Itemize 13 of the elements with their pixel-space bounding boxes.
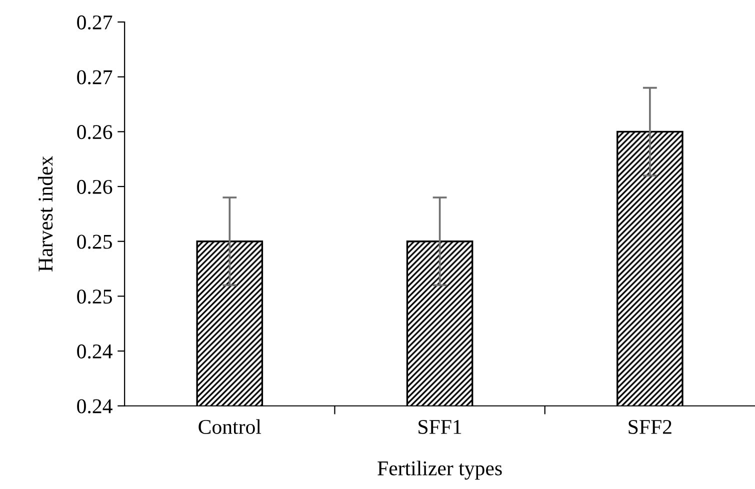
y-tick-label: 0.25: [77, 234, 112, 249]
x-axis-title: Fertilizer types: [378, 460, 502, 480]
y-tick-label: 0.26: [77, 125, 112, 140]
y-tick-label: 0.24: [77, 344, 112, 359]
y-tick-label: 0.25: [77, 290, 112, 304]
y-tick-label: 0.27: [77, 15, 112, 30]
y-tick-label: 0.24: [77, 399, 112, 414]
x-tick-label: Control: [198, 419, 262, 434]
y-tick-label: 0.27: [77, 70, 112, 84]
y-axis-title: Harvest index: [38, 156, 53, 272]
x-tick-label: SFF1: [418, 420, 462, 434]
y-tick-label: 0.26: [77, 180, 112, 194]
x-tick-label: SFF2: [628, 420, 672, 434]
